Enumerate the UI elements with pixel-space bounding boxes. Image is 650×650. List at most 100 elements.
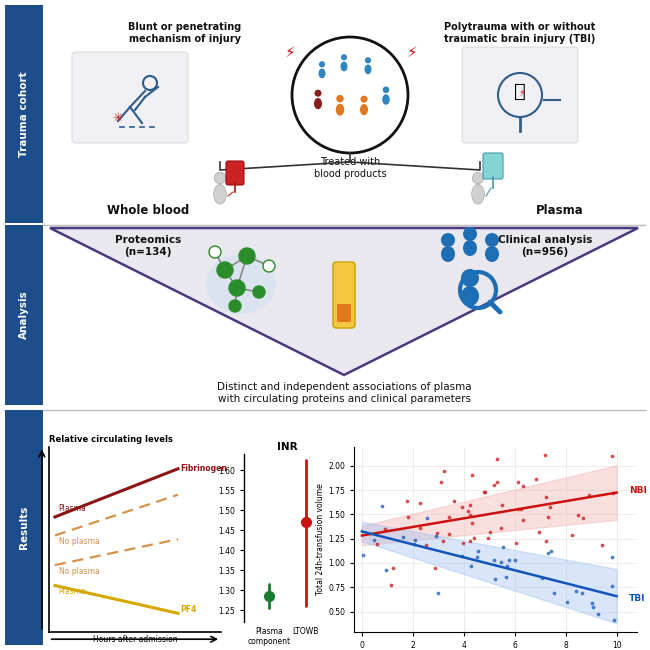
Text: Clinical analysis
(n=956): Clinical analysis (n=956)	[498, 235, 592, 257]
Circle shape	[229, 300, 241, 312]
Ellipse shape	[441, 246, 455, 262]
Point	[543, 548, 553, 558]
Point	[439, 465, 449, 476]
Point	[573, 510, 584, 520]
Circle shape	[461, 269, 479, 287]
Point	[432, 528, 442, 538]
Text: 🧠: 🧠	[514, 81, 526, 101]
Point	[462, 505, 473, 515]
Circle shape	[292, 37, 408, 153]
Text: No plasma: No plasma	[58, 567, 99, 576]
Point	[398, 532, 408, 542]
FancyBboxPatch shape	[5, 410, 43, 645]
Point	[465, 499, 476, 510]
Point	[500, 572, 511, 582]
Point	[492, 476, 502, 487]
Point	[465, 536, 476, 547]
FancyBboxPatch shape	[462, 47, 578, 143]
Circle shape	[365, 57, 371, 64]
Ellipse shape	[206, 254, 276, 314]
Text: Polytrauma with or without
traumatic brain injury (TBI): Polytrauma with or without traumatic bra…	[445, 22, 595, 44]
Ellipse shape	[314, 98, 322, 109]
FancyBboxPatch shape	[483, 153, 503, 179]
Title: Relative circulating levels: Relative circulating levels	[49, 436, 173, 445]
Ellipse shape	[463, 240, 477, 256]
Point	[496, 557, 506, 567]
Circle shape	[214, 172, 226, 184]
Ellipse shape	[336, 104, 344, 116]
Ellipse shape	[382, 94, 390, 105]
Point	[431, 531, 441, 541]
Point	[571, 586, 581, 596]
Point	[497, 500, 508, 511]
Point	[545, 546, 556, 556]
Text: ⚡: ⚡	[285, 44, 295, 60]
Point	[467, 470, 477, 480]
Point	[593, 609, 603, 619]
Point	[457, 551, 467, 561]
Point	[588, 602, 598, 612]
Y-axis label: Total 24h-transfusion volume: Total 24h-transfusion volume	[317, 484, 326, 595]
Point	[586, 597, 597, 608]
Point	[577, 514, 588, 524]
Point	[517, 481, 528, 491]
Circle shape	[463, 227, 477, 241]
Point	[534, 526, 545, 537]
Text: Plasma: Plasma	[536, 203, 584, 216]
Point	[358, 550, 368, 560]
Point	[545, 502, 555, 512]
Point	[436, 477, 447, 488]
Text: Trauma cohort: Trauma cohort	[19, 72, 29, 157]
Point	[369, 535, 380, 545]
Point	[510, 554, 520, 565]
Point	[386, 579, 396, 590]
Point	[567, 530, 578, 541]
Point	[540, 450, 551, 460]
Point	[497, 542, 508, 552]
Ellipse shape	[341, 62, 348, 72]
Point	[387, 563, 398, 573]
Point	[542, 512, 552, 522]
Point	[479, 488, 489, 498]
Circle shape	[217, 262, 233, 278]
Point	[607, 581, 618, 592]
Point	[562, 597, 573, 608]
Circle shape	[229, 280, 245, 296]
Text: TBI: TBI	[629, 593, 646, 603]
Ellipse shape	[318, 68, 326, 78]
Point	[608, 488, 618, 499]
Point	[473, 545, 484, 556]
Point	[402, 496, 412, 506]
Point	[422, 512, 433, 523]
Point	[515, 504, 526, 514]
Point	[444, 529, 454, 539]
Point	[482, 533, 493, 543]
Point	[608, 615, 619, 625]
FancyBboxPatch shape	[337, 304, 351, 322]
Point	[471, 552, 482, 562]
Point	[492, 454, 502, 464]
Text: Plasma: Plasma	[58, 504, 86, 514]
Circle shape	[336, 95, 344, 103]
Point	[597, 540, 608, 550]
Circle shape	[253, 286, 265, 298]
Ellipse shape	[485, 246, 499, 262]
Point	[480, 486, 490, 497]
Text: Distinct and independent associations of plasma
with circulating proteins and cl: Distinct and independent associations of…	[216, 382, 471, 404]
Text: Proteomics
(n=134): Proteomics (n=134)	[115, 235, 181, 257]
Point	[495, 523, 506, 534]
Text: Treated with
blood products: Treated with blood products	[314, 157, 386, 179]
Text: No plasma: No plasma	[58, 538, 99, 546]
Text: Whole blood: Whole blood	[107, 203, 189, 216]
FancyBboxPatch shape	[5, 225, 43, 405]
X-axis label: Hours after admission: Hours after admission	[92, 634, 177, 644]
Ellipse shape	[365, 64, 372, 74]
Point	[449, 496, 460, 506]
Text: NBI: NBI	[629, 486, 647, 495]
Text: ⚡: ⚡	[407, 44, 417, 60]
Point	[484, 526, 495, 537]
Ellipse shape	[461, 286, 479, 306]
Ellipse shape	[360, 104, 368, 115]
Circle shape	[473, 172, 484, 184]
Point	[512, 477, 523, 488]
